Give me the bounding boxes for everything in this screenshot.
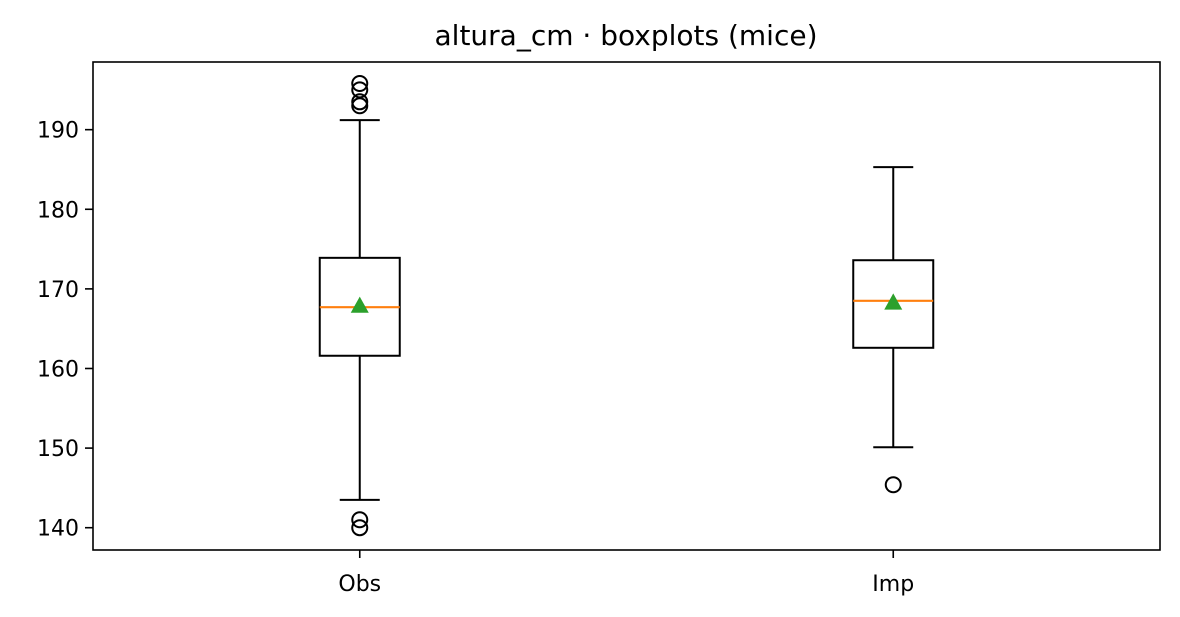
axes: 140 150 160 170 180 190 Obs Imp xyxy=(37,61,1161,597)
box-group-obs xyxy=(318,74,401,537)
mean-marker xyxy=(884,293,903,310)
plot-frame xyxy=(92,61,1161,551)
box-group-imp xyxy=(852,166,935,494)
mean-marker xyxy=(350,296,369,313)
iqr-box xyxy=(852,259,935,349)
outlier-point xyxy=(351,81,369,99)
chart-title: altura_cm · boxplots (mice) xyxy=(435,19,818,52)
outlier-point xyxy=(351,93,369,111)
plot-area xyxy=(318,74,935,537)
x-tick-label: Obs xyxy=(338,572,381,597)
y-tick-label: 170 xyxy=(37,278,79,303)
x-tick-label: Imp xyxy=(872,572,914,597)
y-tick-label: 150 xyxy=(37,437,79,462)
outlier-point xyxy=(351,74,369,92)
outlier-point xyxy=(351,511,369,529)
y-tick-label: 190 xyxy=(37,119,79,144)
outlier-point xyxy=(351,519,369,537)
outlier-point xyxy=(884,476,902,494)
y-tick-label: 140 xyxy=(37,517,79,542)
y-tick-label: 180 xyxy=(37,198,79,223)
y-tick-label: 160 xyxy=(37,357,79,382)
